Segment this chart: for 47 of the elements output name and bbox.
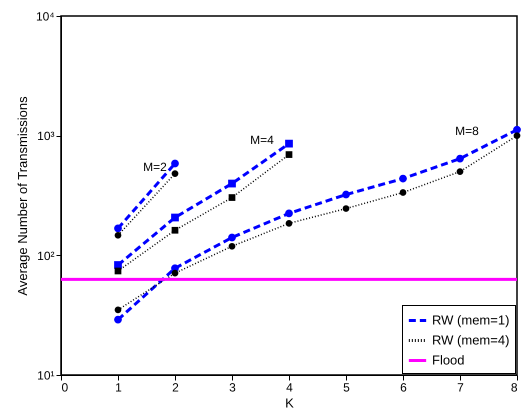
point [286,220,292,227]
x-tick-label: 3 [229,380,236,394]
x-tick-label: 2 [172,380,180,394]
point [172,170,178,177]
x-tick-label: 6 [400,380,408,394]
x-tick-label: 5 [343,380,350,394]
y-tick-label: 10² [37,248,55,263]
legend-label: RW (mem=1) [432,312,510,328]
point [399,174,407,182]
point [114,232,122,239]
point [228,180,236,188]
point [228,242,236,250]
y-tick-label: 10³ [37,129,55,144]
point [342,205,350,212]
point [172,226,178,234]
point [456,168,464,175]
point [171,214,179,222]
point [228,234,236,242]
legend-label: Flood [432,352,465,368]
point [172,270,178,276]
point [513,126,521,134]
y-axis-title: Average Number of Transmissions [14,96,30,296]
point [114,268,122,274]
point [400,189,406,196]
y-tick-label: 10¹ [37,368,55,382]
point [342,190,350,198]
x-axis-title: K [285,396,294,410]
x-tick-label: 8 [510,380,518,394]
annotation: M=2 [143,160,168,174]
x-tick-label: 4 [286,380,294,394]
point [514,132,520,140]
point [456,154,464,162]
annotation: M=8 [455,124,480,138]
x-tick-label: 0 [62,380,68,394]
x-tick-label: 1 [115,380,122,394]
point [286,151,292,158]
y-tick-label: 10⁴ [36,10,54,24]
point [114,316,122,324]
legend-label: RW (mem=4) [432,332,510,348]
point [228,194,236,201]
x-tick-label: 7 [457,380,464,394]
point [285,140,293,148]
point [171,160,179,168]
point [114,224,122,232]
point [114,306,122,314]
annotation: M=4 [250,133,274,147]
point [285,210,293,218]
